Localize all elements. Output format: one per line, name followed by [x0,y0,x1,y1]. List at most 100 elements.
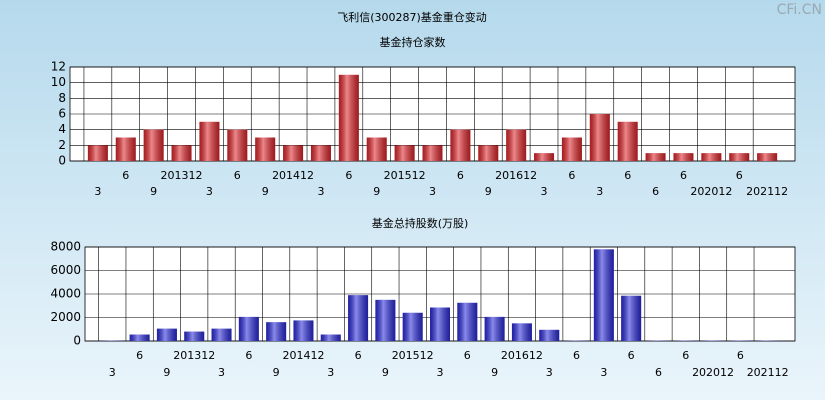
bar-shade [199,121,220,161]
bar-shade [589,114,610,161]
x-tick-label: 6 [355,349,362,362]
bar-shade [366,137,387,161]
bar-shade [283,145,304,161]
x-tick-label: 3 [596,185,603,198]
bar-shade [539,329,560,341]
bar-shade [450,129,471,161]
bar-shade [561,137,582,161]
x-tick-label: 9 [373,185,380,198]
bar-shade [534,153,555,161]
y-tick-label: 6000 [50,263,81,277]
bar-shade [394,145,415,161]
x-tick-label: 201312 [161,169,203,182]
x-tick-label: 9 [382,366,389,379]
x-tick-label: 6 [652,185,659,198]
x-tick-label: 9 [163,366,170,379]
subchart-title: 基金持仓家数 [380,35,446,49]
x-tick-label: 201612 [495,169,537,182]
bar-shade [621,295,642,341]
x-tick-label: 3 [317,185,324,198]
bar-shade [673,153,694,161]
x-tick-label: 202112 [746,185,788,198]
x-tick-label: 201512 [384,169,426,182]
x-tick-label: 6 [122,169,129,182]
bar-shade [757,153,778,161]
bar-shade [255,137,276,161]
bar-shade [171,145,192,161]
bar-shade [422,145,443,161]
bar-shade [701,153,722,161]
y-tick-label: 4000 [50,287,81,301]
y-tick-label: 6 [58,107,66,121]
bar-shade [375,299,396,341]
bar-shade [227,129,248,161]
bar-shade [457,302,478,341]
bar-shade [617,121,638,161]
x-tick-label: 6 [624,169,631,182]
x-tick-label: 6 [655,366,662,379]
bar-shade [87,145,108,161]
x-tick-label: 6 [568,169,575,182]
bar-shade [320,334,341,341]
x-tick-label: 201412 [272,169,314,182]
bar-shade [511,323,532,341]
bar-shade [238,316,259,341]
x-tick-label: 202012 [692,366,734,379]
y-tick-label: 2 [58,138,66,152]
y-tick-label: 10 [51,75,66,89]
x-tick-label: 6 [464,349,471,362]
x-tick-label: 3 [94,185,101,198]
chart-title: 飞利信(300287)基金重仓变动 [337,10,487,24]
bar-shade [402,312,423,341]
bar-shade [266,322,287,341]
bar-shade [729,153,750,161]
x-tick-label: 201312 [173,349,215,362]
bar-shade [645,153,666,161]
watermark: CFi.CN [777,2,822,18]
x-tick-label: 3 [206,185,213,198]
y-tick-label: 4 [58,122,66,136]
x-tick-label: 202112 [747,366,789,379]
x-tick-label: 6 [682,349,689,362]
x-tick-label: 6 [234,169,241,182]
bar-shade [478,145,499,161]
bar-shade [211,328,232,341]
y-tick-label: 2000 [50,310,81,324]
x-tick-label: 201512 [392,349,434,362]
bar-shade [143,129,164,161]
bar-shade [293,320,314,341]
bar-shade [115,137,136,161]
bar-shade [593,249,614,341]
x-tick-label: 6 [573,349,580,362]
y-tick-label: 0 [73,334,81,348]
x-tick-label: 6 [136,349,143,362]
bar-shade [484,316,505,341]
x-tick-label: 6 [736,169,743,182]
x-tick-label: 9 [273,366,280,379]
x-tick-label: 3 [218,366,225,379]
x-tick-label: 202012 [690,185,732,198]
y-tick-label: 12 [51,60,66,74]
x-tick-label: 9 [150,185,157,198]
bar-shade [156,328,177,341]
x-tick-label: 3 [429,185,436,198]
x-tick-label: 201412 [282,349,324,362]
x-tick-label: 6 [737,349,744,362]
x-tick-label: 9 [491,366,498,379]
bar-shade [338,74,359,161]
x-tick-label: 9 [262,185,269,198]
x-tick-label: 9 [485,185,492,198]
subchart-title: 基金总持股数(万股) [372,216,469,230]
x-tick-label: 6 [345,169,352,182]
bar-shade [348,295,369,341]
x-tick-label: 201612 [501,349,543,362]
y-tick-label: 0 [58,154,66,168]
x-tick-label: 3 [546,366,553,379]
x-tick-label: 6 [628,349,635,362]
x-tick-label: 3 [600,366,607,379]
bar-shade [430,307,450,341]
x-tick-label: 6 [680,169,687,182]
x-tick-label: 3 [109,366,116,379]
x-tick-label: 6 [245,349,252,362]
